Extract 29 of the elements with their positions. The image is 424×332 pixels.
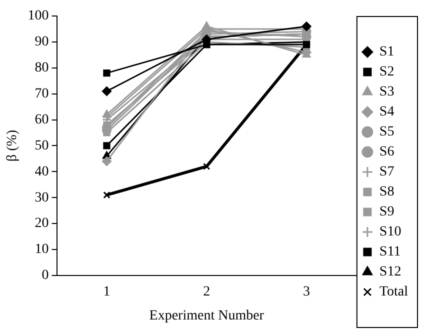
x-axis-title: Experiment Number (149, 308, 264, 324)
legend-label: Total (379, 284, 408, 300)
legend-label: S12 (379, 264, 402, 280)
y-tick-label: 60 (34, 112, 49, 128)
y-tick-label: 70 (34, 86, 49, 102)
y-tick-label: 10 (34, 242, 49, 258)
legend-label: S3 (379, 84, 394, 100)
x-tick-label: 3 (302, 284, 310, 300)
x-tick-label: 1 (103, 284, 110, 300)
legend-label: S5 (379, 124, 394, 140)
y-tick-label: 0 (42, 268, 49, 284)
y-axis-title: β (%) (5, 130, 20, 162)
y-tick-label: 30 (34, 190, 49, 206)
legend-label: S7 (379, 164, 394, 180)
x-tick-label: 2 (203, 284, 210, 300)
legend-label: S1 (379, 44, 394, 60)
legend-label: S9 (379, 204, 394, 220)
y-tick-label: 100 (28, 8, 49, 24)
legend-label: S6 (379, 144, 394, 160)
legend-label: S10 (379, 224, 402, 240)
legend-label: S4 (379, 104, 394, 120)
y-tick-label: 90 (34, 34, 49, 50)
legend-label: S11 (379, 244, 401, 260)
y-tick-label: 20 (34, 216, 49, 232)
y-tick-label: 40 (34, 164, 49, 180)
legend-label: S2 (379, 64, 394, 80)
y-tick-label: 50 (34, 138, 49, 154)
y-tick-label: 80 (34, 60, 49, 76)
legend-label: S8 (379, 184, 394, 200)
